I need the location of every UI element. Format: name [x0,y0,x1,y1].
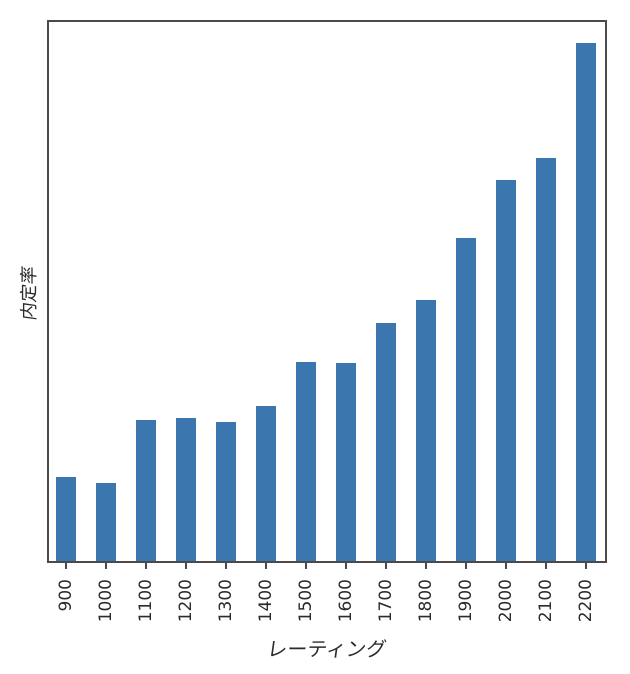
x-tick-label-900: 900 [56,579,76,612]
x-tick-label-2100: 2100 [536,579,556,623]
bar-2000 [496,180,516,561]
bar-1500 [296,362,316,561]
x-tick-label-1600: 1600 [336,579,356,623]
x-tick-mark [425,563,427,569]
x-tick-label-1200: 1200 [176,579,196,623]
x-tick-mark [105,563,107,569]
x-tick-label-1900: 1900 [456,579,476,623]
x-tick-label-1700: 1700 [376,579,396,623]
x-tick-mark [225,563,227,569]
x-tick-mark [545,563,547,569]
plot-area [47,20,607,563]
x-tick-mark [465,563,467,569]
bar-1900 [456,238,476,561]
x-tick-mark [505,563,507,569]
x-tick-mark [305,563,307,569]
bar-1800 [416,300,436,561]
x-tick-label-1300: 1300 [216,579,236,623]
x-tick-mark [265,563,267,569]
x-tick-mark [185,563,187,569]
x-tick-mark [385,563,387,569]
bar-1100 [136,420,156,561]
bar-2100 [536,158,556,561]
bar-1300 [216,422,236,561]
x-tick-mark [585,563,587,569]
x-tick-label-2000: 2000 [496,579,516,623]
bar-1700 [376,323,396,561]
x-tick-mark [345,563,347,569]
bar-1000 [96,483,116,561]
x-tick-mark [65,563,67,569]
x-axis-label: レーティング [265,637,388,661]
x-tick-label-1400: 1400 [256,579,276,623]
bar-2200 [576,43,596,561]
bar-1400 [256,406,276,561]
bar-1600 [336,363,356,561]
x-tick-label-2200: 2200 [576,579,596,623]
x-tick-label-1100: 1100 [136,579,156,623]
bar-900 [56,477,76,561]
x-tick-label-1000: 1000 [96,579,116,623]
y-axis-label: 内定率 [19,264,40,322]
x-tick-mark [145,563,147,569]
x-tick-label-1500: 1500 [296,579,316,623]
x-tick-label-1800: 1800 [416,579,436,623]
bar-1200 [176,418,196,561]
